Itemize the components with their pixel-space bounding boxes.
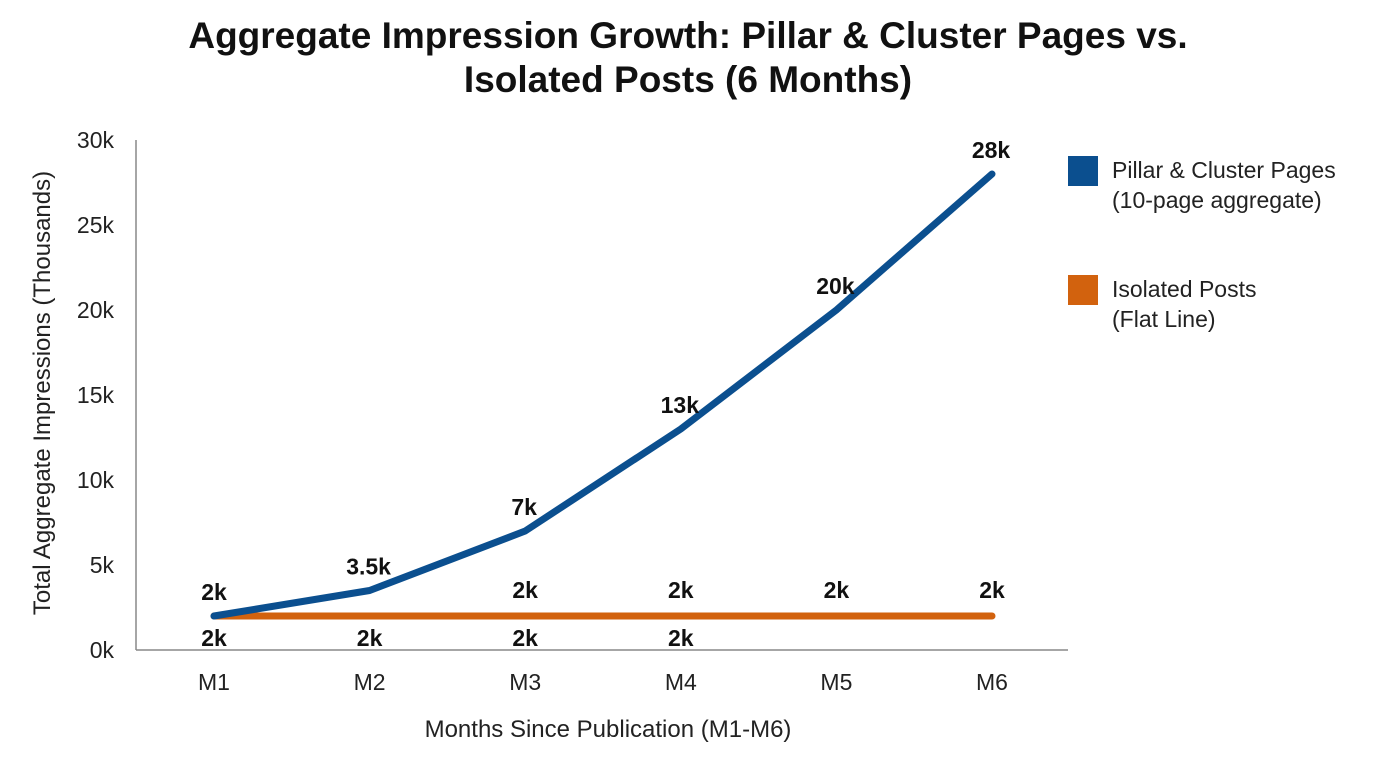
data-label-isolated: 2k <box>668 577 694 603</box>
legend-label: Pillar & Cluster Pages <box>1112 157 1336 183</box>
x-tick-label: M3 <box>509 669 541 695</box>
y-tick-label: 5k <box>90 552 115 578</box>
y-tick-label: 25k <box>77 212 115 238</box>
x-tick-label: M4 <box>665 669 697 695</box>
legend-swatch-pillar <box>1068 156 1098 186</box>
y-tick-label: 15k <box>77 382 115 408</box>
x-tick-label: M6 <box>976 669 1008 695</box>
series-lines <box>210 170 996 620</box>
data-label-pillar: 7k <box>511 494 537 520</box>
data-label-isolated: 2k <box>668 625 694 651</box>
legend-label: Isolated Posts <box>1112 276 1256 302</box>
data-label-pillar: 20k <box>816 273 855 299</box>
x-tick-label: M2 <box>354 669 386 695</box>
chart-title-line-1: Aggregate Impression Growth: Pillar & Cl… <box>188 15 1188 56</box>
data-label-pillar: 13k <box>661 392 700 418</box>
legend: Pillar & Cluster Pages (10-page aggregate… <box>1068 156 1336 332</box>
data-label-isolated: 2k <box>201 625 227 651</box>
y-axis-ticks: 0k 5k 10k 15k 20k 25k 30k <box>77 127 115 663</box>
data-label-isolated: 2k <box>512 625 538 651</box>
data-label-isolated: 2k <box>512 577 538 603</box>
data-label-isolated: 2k <box>824 577 850 603</box>
legend-swatch-isolated <box>1068 275 1098 305</box>
y-tick-label: 30k <box>77 127 115 153</box>
x-tick-label: M5 <box>820 669 852 695</box>
data-label-isolated: 2k <box>357 625 383 651</box>
x-tick-label: M1 <box>198 669 230 695</box>
data-label-pillar: 28k <box>972 137 1011 163</box>
y-tick-label: 10k <box>77 467 115 493</box>
axes <box>135 140 1068 651</box>
chart-title: Aggregate Impression Growth: Pillar & Cl… <box>0 14 1376 102</box>
y-axis-title: Total Aggregate Impressions (Thousands) <box>29 171 56 615</box>
chart-title-line-2: Isolated Posts (6 Months) <box>463 59 913 100</box>
data-labels: 2k 3.5k 7k 13k 20k 28k 2k 2k 2k 2k 2k 2k 2k 2k <box>201 137 1010 651</box>
legend-label: (Flat Line) <box>1112 306 1216 332</box>
x-axis-title: Months Since Publication (M1-M6) <box>425 716 792 743</box>
series-line-pillar-cluster <box>210 170 996 620</box>
legend-label: (10-page aggregate) <box>1112 187 1322 213</box>
x-axis-ticks: M1 M2 M3 M4 M5 M6 <box>198 669 1008 695</box>
y-tick-label: 20k <box>77 297 115 323</box>
data-label-pillar: 3.5k <box>346 554 391 580</box>
y-tick-label: 0k <box>90 637 115 663</box>
data-label-isolated: 2k <box>979 577 1005 603</box>
data-label-pillar: 2k <box>201 579 227 605</box>
